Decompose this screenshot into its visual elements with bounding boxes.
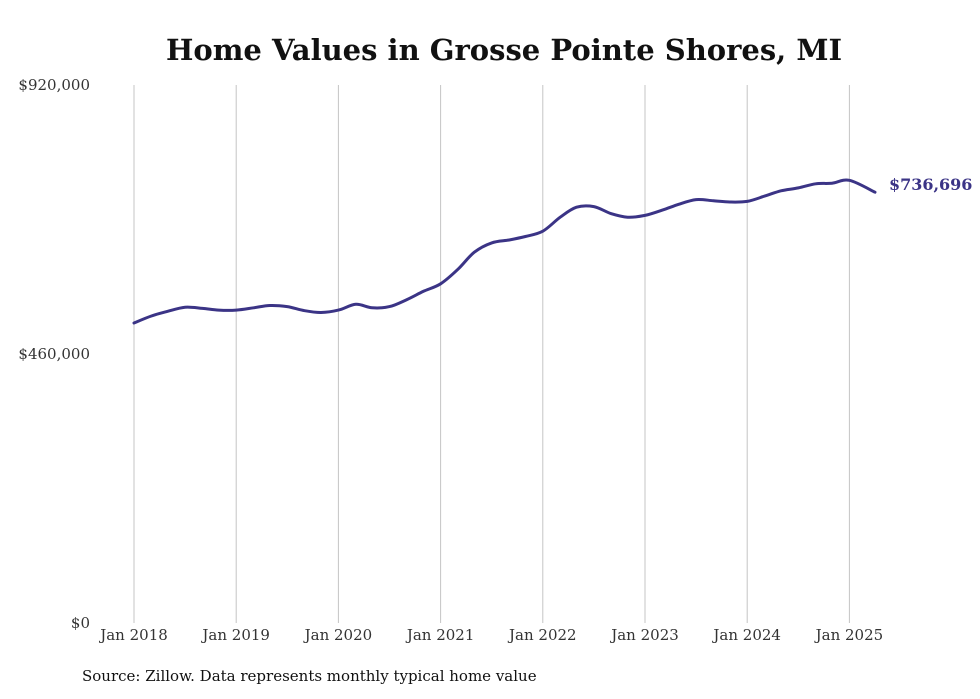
source-note: Source: Zillow. Data represents monthly … bbox=[82, 667, 537, 685]
x-tick-label: Jan 2024 bbox=[711, 626, 781, 644]
y-axis-ticks: $0 $460,000 $920,000 bbox=[18, 76, 90, 632]
x-tick-label: Jan 2019 bbox=[200, 626, 270, 644]
latest-value-label: $736,696 bbox=[889, 175, 973, 194]
x-tick-label: Jan 2023 bbox=[609, 626, 679, 644]
x-tick-label: Jan 2025 bbox=[814, 626, 884, 644]
x-tick-label: Jan 2018 bbox=[98, 626, 168, 644]
home-value-line bbox=[132, 178, 877, 325]
x-tick-label: Jan 2020 bbox=[303, 626, 373, 644]
y-tick-label: $0 bbox=[71, 614, 90, 632]
y-tick-label: $920,000 bbox=[18, 76, 90, 94]
x-tick-label: Jan 2021 bbox=[405, 626, 475, 644]
x-axis-ticks: Jan 2018 Jan 2019 Jan 2020 Jan 2021 Jan 2022… bbox=[98, 626, 883, 644]
y-tick-label: $460,000 bbox=[18, 345, 90, 363]
chart-title: Home Values in Grosse Pointe Shores, MI bbox=[166, 33, 842, 67]
gridlines bbox=[133, 85, 850, 623]
x-tick-label: Jan 2022 bbox=[507, 626, 577, 644]
